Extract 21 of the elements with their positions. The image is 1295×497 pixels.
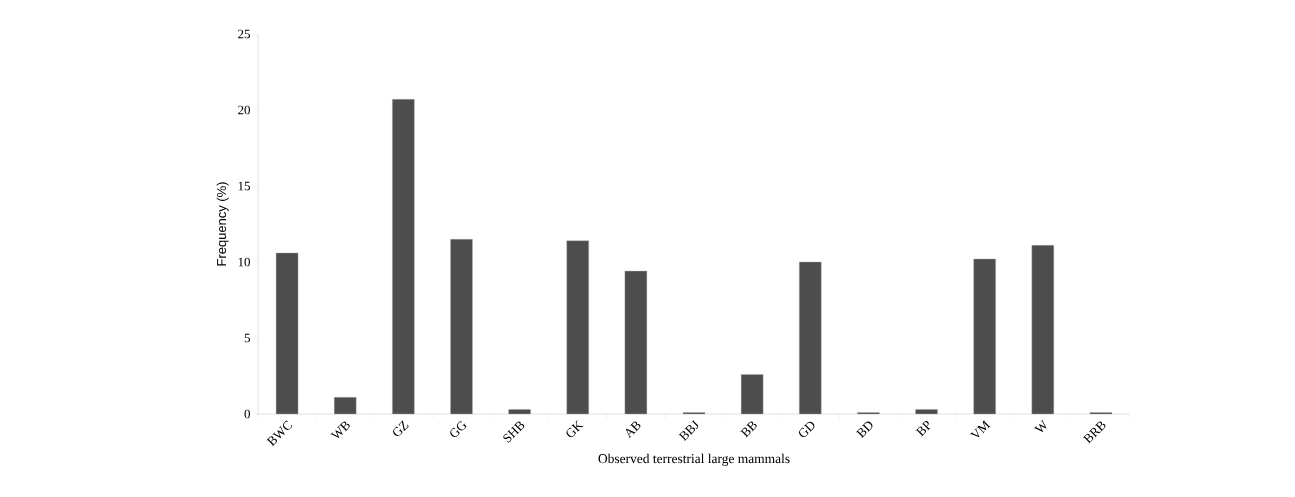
x-tick-label: SHB [503, 421, 525, 443]
y-tick-label: 15 [238, 181, 250, 191]
x-tick-label: GZ [393, 420, 409, 437]
x-tick-label: GK [566, 420, 584, 438]
x-tick-label: BBJ [678, 419, 699, 442]
y-tick-label: 25 [238, 29, 250, 39]
x-tick-label: W [1034, 419, 1047, 432]
y-axis-title: Frequency (%) [216, 182, 229, 266]
x-tick-label: BB [740, 421, 757, 438]
y-tick-label: 20 [238, 105, 250, 115]
x-tick-label: GD [799, 421, 815, 438]
x-tick-label: GG [450, 420, 467, 438]
x-axis-title: Observed terrestrial large mammals [598, 453, 790, 466]
y-tick-label: 10 [238, 257, 250, 267]
y-tick-label: 0 [244, 409, 250, 419]
x-tick-label: BD [855, 421, 873, 439]
x-tick-label: BP [915, 421, 931, 437]
y-tick-label: 5 [244, 333, 250, 343]
x-tick-label: AB [625, 421, 641, 439]
x-tick-label: WB [330, 421, 350, 439]
x-tick-label: VM [970, 419, 991, 438]
